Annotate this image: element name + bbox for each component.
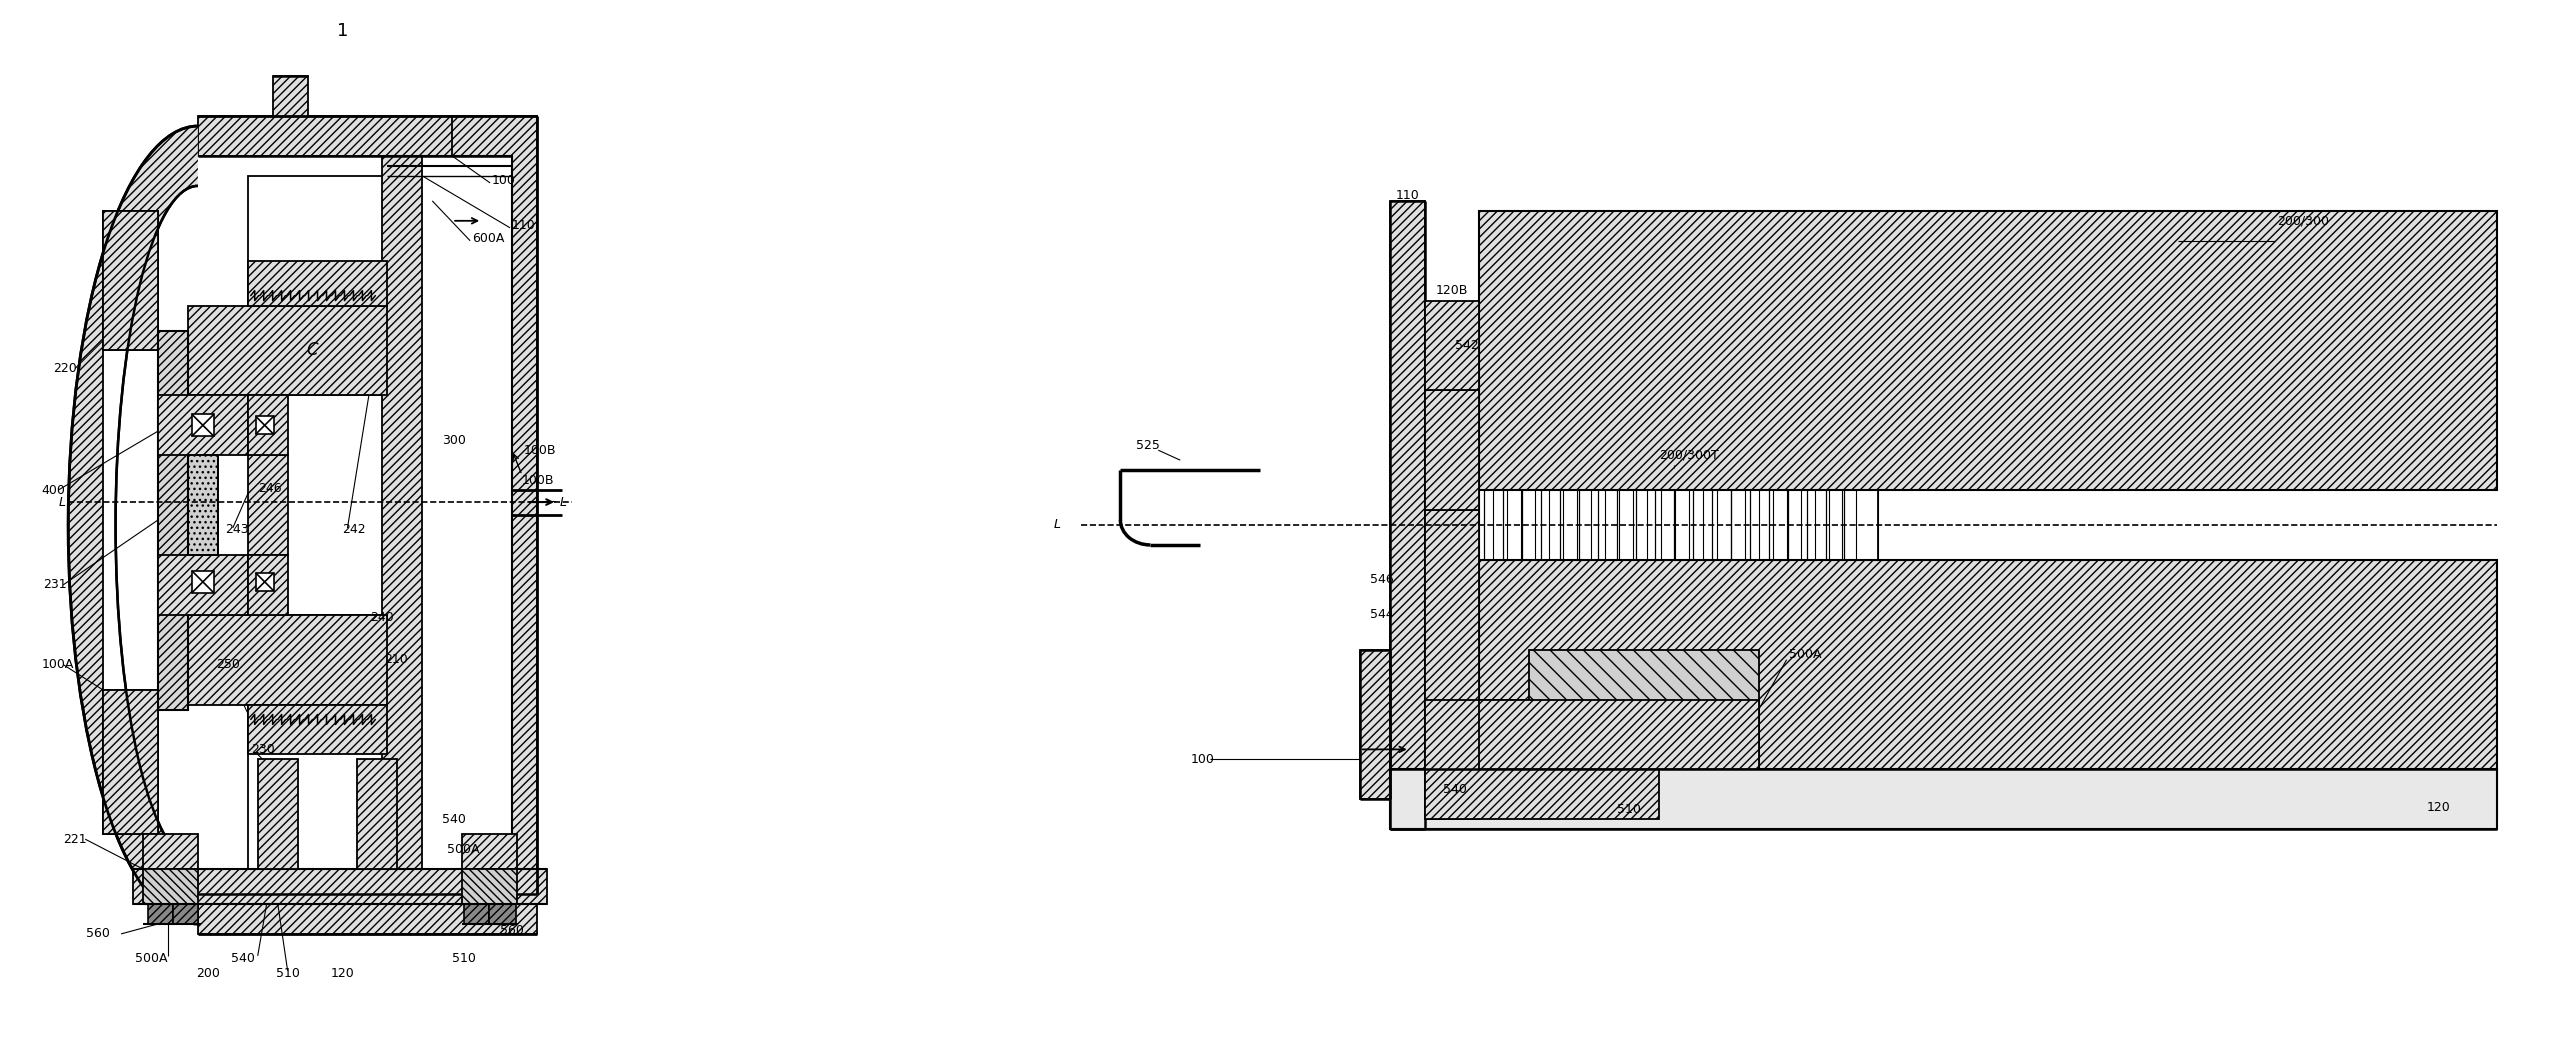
Text: 542: 542 — [1453, 339, 1479, 352]
Polygon shape — [102, 210, 158, 834]
Polygon shape — [1479, 699, 1760, 770]
Polygon shape — [247, 396, 288, 455]
Text: L: L — [1053, 518, 1061, 532]
Polygon shape — [1359, 650, 1390, 799]
Polygon shape — [1390, 201, 1425, 829]
Polygon shape — [191, 571, 214, 593]
Text: 510: 510 — [451, 953, 477, 965]
Polygon shape — [1479, 490, 1879, 560]
Polygon shape — [173, 904, 199, 923]
Text: 540: 540 — [441, 812, 467, 826]
Polygon shape — [258, 759, 298, 869]
Text: 546: 546 — [1369, 574, 1392, 586]
Polygon shape — [148, 904, 173, 923]
Text: 100B: 100B — [523, 444, 556, 456]
Polygon shape — [464, 904, 490, 923]
Text: 500A: 500A — [135, 953, 168, 965]
Polygon shape — [255, 573, 273, 591]
Text: 110: 110 — [1395, 190, 1420, 202]
Polygon shape — [1425, 510, 1479, 819]
Polygon shape — [1530, 650, 1760, 770]
Polygon shape — [382, 156, 423, 889]
Polygon shape — [1425, 300, 1479, 391]
Polygon shape — [158, 555, 247, 615]
Polygon shape — [133, 869, 546, 904]
Polygon shape — [247, 455, 288, 555]
Text: 500A: 500A — [1788, 648, 1821, 661]
Text: 100: 100 — [1191, 753, 1214, 765]
Text: C: C — [306, 341, 319, 359]
Text: 400: 400 — [41, 484, 66, 496]
Polygon shape — [158, 396, 247, 455]
Polygon shape — [102, 690, 158, 834]
Text: 525: 525 — [1137, 439, 1160, 451]
Text: 242: 242 — [342, 524, 367, 536]
Text: 246: 246 — [258, 482, 280, 494]
Text: 100A: 100A — [41, 659, 74, 671]
Text: 243: 243 — [224, 524, 247, 536]
Text: 544: 544 — [1369, 608, 1392, 621]
Polygon shape — [102, 210, 158, 351]
Text: ─ ─ L: ─ ─ L — [538, 495, 566, 509]
Polygon shape — [388, 156, 513, 894]
Polygon shape — [462, 869, 518, 904]
Text: 510: 510 — [1617, 803, 1642, 816]
Text: 300: 300 — [441, 433, 467, 447]
Text: 200/300: 200/300 — [2277, 215, 2328, 227]
Polygon shape — [189, 306, 388, 396]
Text: 221: 221 — [64, 832, 87, 846]
Text: 120B: 120B — [1436, 284, 1469, 297]
Polygon shape — [462, 834, 518, 869]
Text: 100B: 100B — [523, 473, 553, 487]
Polygon shape — [199, 894, 538, 934]
Polygon shape — [189, 615, 388, 705]
Polygon shape — [143, 834, 199, 869]
Polygon shape — [247, 261, 388, 306]
Polygon shape — [69, 126, 199, 923]
Polygon shape — [117, 186, 199, 864]
Polygon shape — [189, 455, 217, 555]
Polygon shape — [143, 869, 199, 904]
Polygon shape — [247, 705, 388, 755]
Polygon shape — [189, 396, 388, 615]
Polygon shape — [247, 555, 288, 615]
Polygon shape — [102, 210, 158, 351]
Polygon shape — [357, 759, 398, 869]
Text: 231: 231 — [43, 578, 66, 592]
Polygon shape — [1479, 210, 2496, 819]
Polygon shape — [1390, 770, 2496, 829]
Text: 600A: 600A — [472, 232, 505, 245]
Text: 250: 250 — [217, 659, 240, 671]
Text: 1: 1 — [337, 22, 349, 40]
Text: 210: 210 — [385, 653, 408, 666]
Polygon shape — [273, 76, 309, 116]
Text: 100: 100 — [492, 175, 515, 187]
Polygon shape — [1425, 391, 1479, 510]
Text: L: L — [59, 495, 66, 509]
Text: 500A: 500A — [446, 843, 479, 855]
Polygon shape — [247, 176, 388, 894]
Text: 200: 200 — [196, 967, 219, 980]
Polygon shape — [490, 904, 515, 923]
Polygon shape — [102, 690, 158, 834]
Text: 230: 230 — [250, 743, 275, 756]
Text: 540: 540 — [1443, 783, 1466, 796]
Polygon shape — [255, 417, 273, 435]
Text: 220: 220 — [54, 362, 76, 375]
Text: 200/300T: 200/300T — [1660, 449, 1719, 462]
Text: 110: 110 — [513, 219, 536, 232]
Polygon shape — [1425, 699, 1660, 819]
Polygon shape — [199, 116, 538, 156]
Text: 560: 560 — [87, 928, 110, 940]
Polygon shape — [158, 331, 189, 710]
Text: 120: 120 — [332, 967, 354, 980]
Text: 120: 120 — [2428, 801, 2451, 814]
Text: 540: 540 — [232, 953, 255, 965]
Text: 510: 510 — [275, 967, 298, 980]
Text: 240: 240 — [370, 611, 395, 624]
Polygon shape — [451, 116, 538, 894]
Polygon shape — [191, 415, 214, 437]
Text: 560: 560 — [500, 925, 523, 937]
